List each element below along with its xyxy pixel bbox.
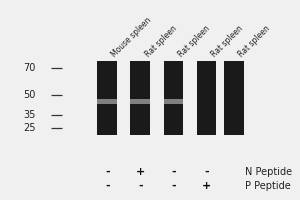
Text: -: -	[171, 181, 176, 191]
Text: -: -	[105, 181, 110, 191]
Text: 50: 50	[23, 90, 36, 100]
Bar	[164, 61, 183, 135]
Text: Rat spleen: Rat spleen	[237, 24, 272, 59]
Text: Rat spleen: Rat spleen	[143, 24, 178, 59]
Bar	[164, 99, 183, 104]
Bar	[98, 99, 117, 104]
Text: +: +	[202, 181, 211, 191]
Text: P Peptide: P Peptide	[245, 181, 291, 191]
Text: N Peptide: N Peptide	[245, 167, 292, 177]
Text: 35: 35	[23, 110, 36, 120]
Text: -: -	[138, 181, 143, 191]
Text: -: -	[204, 181, 209, 191]
Text: Rat spleen: Rat spleen	[209, 24, 244, 59]
Bar	[130, 99, 150, 104]
Text: Mouse spleen: Mouse spleen	[110, 16, 154, 59]
Text: 25: 25	[23, 123, 36, 133]
Text: +: +	[136, 167, 145, 177]
Text: 70: 70	[23, 63, 36, 73]
Text: -: -	[171, 167, 176, 177]
Bar	[196, 61, 216, 135]
Bar	[224, 61, 244, 135]
Text: -: -	[105, 167, 110, 177]
Text: Rat spleen: Rat spleen	[176, 24, 211, 59]
Text: -: -	[204, 167, 209, 177]
Bar	[98, 61, 117, 135]
Bar	[130, 61, 150, 135]
